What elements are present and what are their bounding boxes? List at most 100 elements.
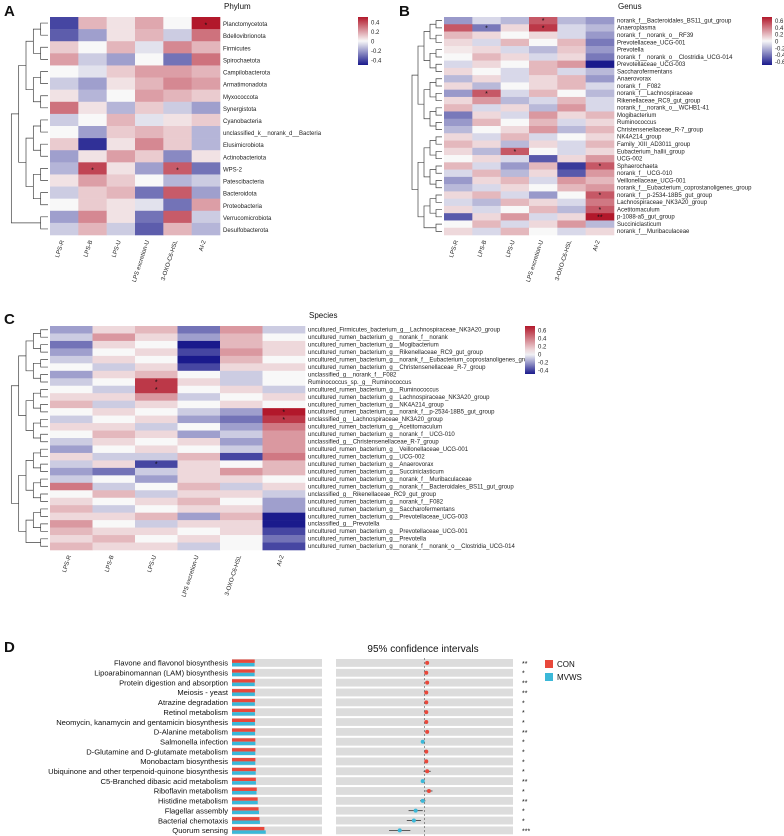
heatmap-cell [50, 138, 79, 151]
mvws-bar [232, 820, 260, 824]
heatmap-cell [557, 46, 586, 54]
heatmap-cell [177, 467, 221, 476]
heatmap-cell [557, 140, 586, 149]
dendrogram-branch [40, 344, 48, 353]
dendrogram-branch [32, 77, 41, 103]
heatmap-cell [585, 89, 615, 98]
heatmap-cell [529, 75, 558, 83]
heatmap-cell [557, 227, 586, 236]
heatmap-cell [135, 65, 164, 78]
heatmap-cell [177, 430, 221, 439]
dendrogram-branch [32, 452, 41, 469]
heatmap-cell [92, 542, 136, 551]
dendrogram-branch [25, 40, 34, 91]
heatmap-cell [106, 101, 136, 115]
bar-row-background [232, 659, 322, 667]
heatmap-cell [500, 227, 530, 236]
heatmap-cell [444, 126, 473, 134]
heatmap-cell [135, 363, 178, 372]
heatmap-cell [529, 198, 558, 207]
con-bar [232, 679, 255, 683]
heatmap-cell [50, 505, 93, 513]
heatmap-cell [106, 150, 136, 163]
dendrogram-branch [32, 362, 41, 379]
heatmap-cell [585, 38, 615, 47]
heatmap-cell [444, 198, 473, 207]
heatmap-cell [177, 400, 221, 409]
mvws-bar [232, 790, 257, 795]
row-label: Ruminococcus [617, 120, 656, 126]
row-label: Prevotellaceae_UCG-001 [617, 40, 686, 46]
heatmap-cell [220, 467, 263, 476]
legend-tick-label: 0.2 [775, 33, 784, 39]
heatmap-cell [191, 17, 221, 30]
heatmap-cell [444, 96, 473, 105]
column-label: LPS-U [506, 240, 517, 259]
heatmap-cell [472, 147, 501, 156]
heatmap-cell [78, 29, 107, 42]
heatmap-cell [557, 133, 586, 141]
heatmap-cell [163, 29, 192, 42]
heatmap-cell [529, 140, 558, 149]
heatmap-cell [500, 155, 530, 163]
heatmap-cell [500, 126, 530, 134]
dendrogram-branch [40, 433, 48, 443]
heatmap-cell [220, 423, 263, 431]
heatmap-cell [106, 198, 136, 212]
dendrogram-branch [40, 493, 48, 502]
heatmap-cell [92, 505, 136, 513]
heatmap-cell [78, 53, 107, 66]
heatmap-cell [220, 378, 263, 387]
heatmap-cell [92, 355, 136, 364]
color-legend-bar [358, 17, 368, 65]
heatmap-cell [220, 475, 263, 484]
row-label: uncultured_rumen_bacterium_g__Anaerovora… [308, 462, 433, 468]
dendrogram-branch [423, 89, 430, 120]
heatmap-cell [529, 155, 558, 163]
dendrogram-branch [435, 78, 442, 87]
heatmap-cell [78, 89, 107, 103]
row-label: Cyanobacteria [223, 119, 262, 125]
heatmap-cell [444, 104, 473, 112]
dendrogram-branch [423, 31, 430, 61]
heatmap-cell [500, 75, 530, 83]
column-label: LPS-B [83, 240, 94, 258]
con-bar [232, 777, 256, 782]
pathway-label: Flavone and flavonol biosynthesis [114, 659, 228, 668]
heatmap-cell [585, 155, 615, 163]
heatmap-cell [50, 497, 93, 506]
heatmap-cell [262, 370, 306, 379]
heatmap-cell [92, 535, 136, 543]
row-label: norank_f__Eubacterium_coprostanoligenes_… [617, 186, 752, 192]
row-label: unclassified_g__Rikenellaceae_RC9_gut_gr… [308, 492, 437, 498]
dendrogram-branch [32, 333, 41, 349]
row-label: Eubacterium_hallii_group [617, 149, 685, 155]
heatmap-cell [220, 512, 263, 521]
column-label: LPS excretion-U [181, 555, 200, 598]
heatmap-cell [529, 191, 558, 199]
ci-row-background [336, 816, 513, 825]
heatmap-cell [191, 29, 221, 42]
heatmap-cell [529, 38, 558, 47]
heatmap-cell [529, 227, 558, 236]
significance-label: * [522, 759, 525, 766]
row-dendrogram [10, 329, 48, 547]
dendrogram-branch [40, 538, 48, 547]
heatmap-cell [135, 186, 164, 199]
heatmap-cell [177, 497, 221, 506]
heatmap-cell [500, 67, 530, 76]
heatmap-cell [472, 176, 501, 185]
heatmap-cell [135, 475, 178, 484]
heatmap-cell [50, 535, 93, 543]
heatmap-cell [529, 46, 558, 54]
panel-letter: D [4, 639, 15, 656]
dendrogram-branch [429, 140, 436, 156]
row-dendrogram [10, 22, 48, 230]
heatmap-cell [472, 220, 501, 229]
ci-point [425, 729, 430, 734]
significance-label: * [522, 818, 525, 825]
heatmap-cell [557, 184, 586, 192]
heatmap-cell [500, 176, 530, 185]
row-label: uncultured_rumen_bacterium_g__Ruminococc… [308, 387, 439, 393]
row-label: Planctomycetota [223, 22, 268, 28]
